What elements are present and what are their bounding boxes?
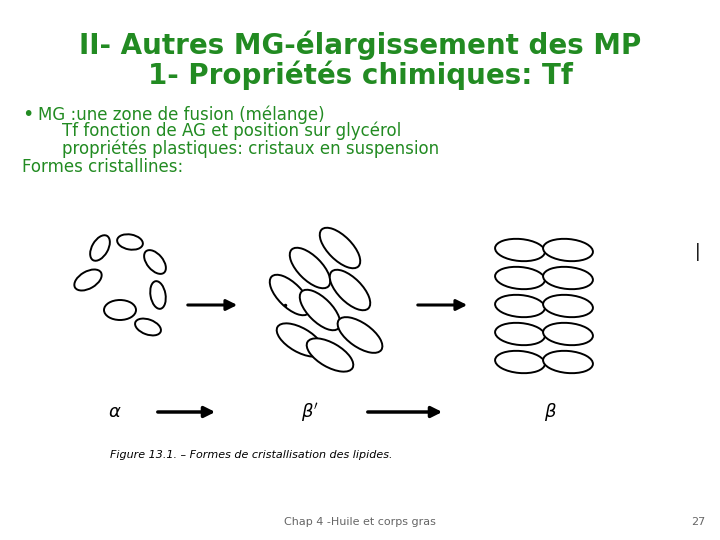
Ellipse shape bbox=[338, 317, 382, 353]
Text: 1- Propriétés chimiques: Tf: 1- Propriétés chimiques: Tf bbox=[148, 60, 572, 90]
Text: $\beta'$: $\beta'$ bbox=[301, 401, 319, 423]
Ellipse shape bbox=[543, 351, 593, 373]
Text: II- Autres MG-élargissement des MP: II- Autres MG-élargissement des MP bbox=[79, 30, 641, 59]
Text: Figure 13.1. – Formes de cristallisation des lipides.: Figure 13.1. – Formes de cristallisation… bbox=[110, 450, 392, 460]
Ellipse shape bbox=[289, 248, 330, 288]
Text: Formes cristallines:: Formes cristallines: bbox=[22, 158, 184, 176]
Ellipse shape bbox=[543, 239, 593, 261]
Ellipse shape bbox=[320, 228, 360, 268]
Ellipse shape bbox=[117, 234, 143, 249]
Ellipse shape bbox=[307, 339, 354, 372]
Ellipse shape bbox=[495, 351, 545, 373]
Ellipse shape bbox=[276, 323, 323, 356]
Ellipse shape bbox=[150, 281, 166, 309]
Ellipse shape bbox=[495, 323, 545, 345]
Text: propriétés plastiques: cristaux en suspension: propriétés plastiques: cristaux en suspe… bbox=[62, 139, 439, 158]
Ellipse shape bbox=[543, 267, 593, 289]
Text: 27: 27 bbox=[690, 517, 705, 527]
Ellipse shape bbox=[74, 269, 102, 291]
Ellipse shape bbox=[104, 300, 136, 320]
Ellipse shape bbox=[543, 323, 593, 345]
Text: |: | bbox=[696, 243, 701, 261]
Ellipse shape bbox=[330, 270, 370, 310]
Text: MG :une zone de fusion (mélange): MG :une zone de fusion (mélange) bbox=[38, 105, 325, 124]
Text: Chap 4 -Huile et corps gras: Chap 4 -Huile et corps gras bbox=[284, 517, 436, 527]
Ellipse shape bbox=[144, 250, 166, 274]
Text: $\beta$: $\beta$ bbox=[544, 401, 557, 423]
Text: $\alpha$: $\alpha$ bbox=[108, 403, 122, 421]
Ellipse shape bbox=[300, 290, 341, 330]
Ellipse shape bbox=[495, 239, 545, 261]
Ellipse shape bbox=[270, 275, 310, 315]
Ellipse shape bbox=[135, 319, 161, 335]
Ellipse shape bbox=[543, 295, 593, 317]
Ellipse shape bbox=[90, 235, 110, 261]
Ellipse shape bbox=[495, 295, 545, 317]
Ellipse shape bbox=[495, 267, 545, 289]
Text: •: • bbox=[22, 105, 33, 124]
Text: Tf fonction de AG et position sur glycérol: Tf fonction de AG et position sur glycér… bbox=[62, 122, 401, 140]
